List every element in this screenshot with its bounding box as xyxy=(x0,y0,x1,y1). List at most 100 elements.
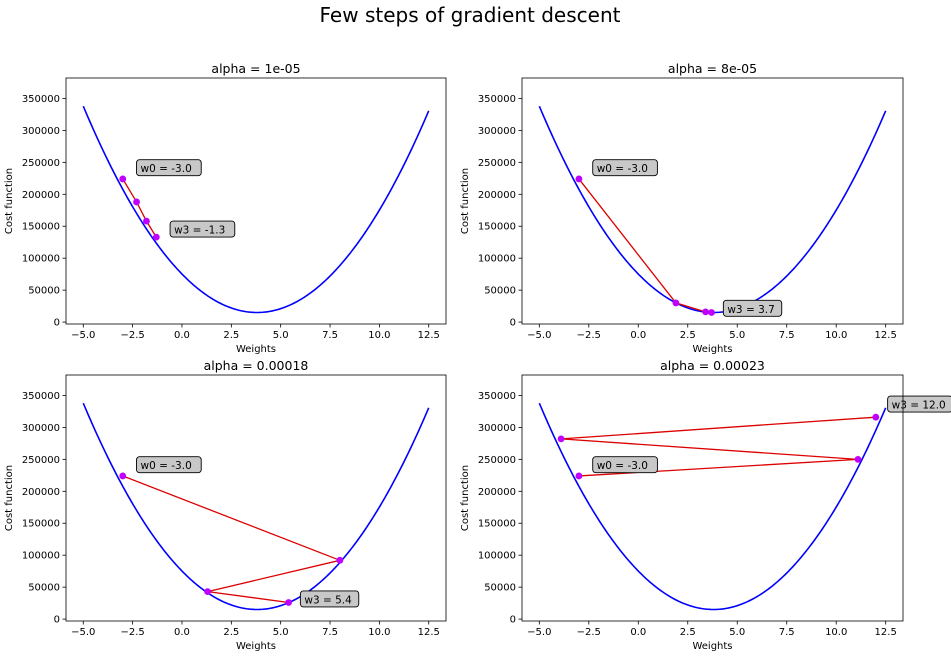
x-tick-label: 10.0 xyxy=(368,627,390,638)
x-tick-label: 12.5 xyxy=(875,627,897,638)
x-tick-label: 7.5 xyxy=(779,330,795,341)
x-tick-label: 0.0 xyxy=(174,627,190,638)
y-tick-label: 350000 xyxy=(22,94,60,105)
x-tick-label: 7.5 xyxy=(779,627,795,638)
x-axis-label: Weights xyxy=(236,344,276,355)
annotation-label: w0 = -3.0 xyxy=(597,163,648,175)
cost-curve-line xyxy=(82,105,430,314)
annotation-label: w0 = -3.0 xyxy=(141,460,192,472)
step-point-w3 xyxy=(872,413,880,421)
descent-path-line xyxy=(561,416,876,477)
y-tick-label: 100000 xyxy=(22,254,60,265)
x-tick-label: 7.5 xyxy=(322,627,338,638)
x-tick-label: 2.5 xyxy=(680,627,696,638)
descent-path-line xyxy=(122,475,343,604)
x-tick-label: 5.0 xyxy=(729,330,745,341)
annotation-box xyxy=(136,159,202,177)
y-tick-label: 200000 xyxy=(22,487,60,498)
step-point-w2 xyxy=(143,217,150,225)
y-tick-label: 250000 xyxy=(478,158,516,169)
x-tick-label: 2.5 xyxy=(223,627,239,638)
y-tick-label: 100000 xyxy=(22,551,60,562)
y-tick-label: 250000 xyxy=(22,158,60,169)
subplot-1: alpha = 1e-05 w0 = -3.0 w3 = -1.3 −5.0 −2.5 0… xyxy=(4,61,447,355)
y-tick-label: 0 xyxy=(510,615,516,626)
y-axis-label: Cost function xyxy=(460,168,471,234)
y-tick-label: 150000 xyxy=(478,222,516,233)
y-tick-label: 200000 xyxy=(478,190,516,201)
x-tick-label: 0.0 xyxy=(174,330,190,341)
x-tick-label: 5.0 xyxy=(729,627,745,638)
step-point-w0 xyxy=(119,175,127,183)
x-tick-label: 0.0 xyxy=(630,330,646,341)
y-tick-label: 50000 xyxy=(484,583,516,594)
subplot-2: alpha = 8e-05 w0 = -3.0 w3 = 3.7 −5.0 −2.5 0.… xyxy=(460,61,904,355)
step-point-w0 xyxy=(575,472,583,480)
x-tick-label: 12.5 xyxy=(418,627,440,638)
x-tick-label: −2.5 xyxy=(577,627,601,638)
y-tick-label: 350000 xyxy=(478,391,516,402)
x-tick-label: 10.0 xyxy=(825,330,847,341)
step-point-w2 xyxy=(702,308,709,316)
y-tick-label: 300000 xyxy=(22,126,60,137)
y-tick-label: 50000 xyxy=(28,286,60,297)
annotation-label: w0 = -3.0 xyxy=(597,460,648,472)
y-tick-label: 200000 xyxy=(22,190,60,201)
y-axis-label: Cost function xyxy=(4,168,15,234)
y-tick-label: 0 xyxy=(54,615,60,626)
x-tick-label: 10.0 xyxy=(368,330,390,341)
step-point-w3 xyxy=(152,233,160,241)
step-point-w0 xyxy=(119,472,127,480)
annotation-label: w3 = 12.0 xyxy=(892,400,946,412)
y-tick-label: 100000 xyxy=(478,254,516,265)
y-tick-label: 150000 xyxy=(478,519,516,530)
annotation-label: w0 = -3.0 xyxy=(141,163,192,175)
annotation-label: w3 = 5.4 xyxy=(304,594,352,606)
y-tick-label: 300000 xyxy=(478,423,516,434)
y-tick-label: 0 xyxy=(54,318,60,329)
x-tick-label: −5.0 xyxy=(71,627,95,638)
y-tick-label: 150000 xyxy=(22,519,60,530)
y-tick-label: 250000 xyxy=(478,455,516,466)
step-point-w1 xyxy=(854,455,862,463)
annotation-box xyxy=(722,299,783,317)
y-tick-label: 250000 xyxy=(22,455,60,466)
annotation-box xyxy=(592,456,658,474)
annotation-box xyxy=(136,456,202,474)
y-tick-label: 50000 xyxy=(28,583,60,594)
y-axis-label: Cost function xyxy=(460,465,471,531)
y-tick-label: 100000 xyxy=(478,551,516,562)
y-tick-label: 200000 xyxy=(478,487,516,498)
x-tick-label: 0.0 xyxy=(630,627,646,638)
subplot-title: alpha = 0.00023 xyxy=(660,358,765,373)
axes-frame xyxy=(65,77,447,325)
cost-curve-line xyxy=(538,105,887,314)
x-tick-label: 2.5 xyxy=(680,330,696,341)
x-tick-label: −2.5 xyxy=(120,627,144,638)
annotation-box xyxy=(592,159,658,177)
axes-frame xyxy=(521,77,904,325)
annotation-box xyxy=(887,395,951,413)
y-tick-label: 0 xyxy=(510,318,516,329)
annotation-label: w3 = -1.3 xyxy=(174,225,225,237)
x-tick-label: −2.5 xyxy=(120,330,144,341)
step-point-w2 xyxy=(204,588,212,596)
subplot-3: alpha = 0.00018 w0 = -3.0 w3 = 5.4 −5.0 −2.5… xyxy=(4,358,447,652)
subplot-title: alpha = 1e-05 xyxy=(211,61,300,76)
x-tick-label: 5.0 xyxy=(273,627,289,638)
step-point-w2 xyxy=(557,435,565,443)
subplot-4: alpha = 0.00023 w0 = -3.0 w3 = 12.0 −5.0 −2.… xyxy=(460,358,951,652)
step-point-w0 xyxy=(575,175,583,183)
x-tick-label: 5.0 xyxy=(273,330,289,341)
x-axis-label: Weights xyxy=(236,641,276,652)
y-tick-label: 50000 xyxy=(484,286,516,297)
cost-curve-line xyxy=(538,402,887,611)
step-point-w3 xyxy=(708,309,715,316)
subplot-title: alpha = 8e-05 xyxy=(668,61,757,76)
x-tick-label: −5.0 xyxy=(527,330,551,341)
x-tick-label: 12.5 xyxy=(418,330,440,341)
y-tick-label: 300000 xyxy=(478,126,516,137)
x-axis-label: Weights xyxy=(692,344,732,355)
axes-frame xyxy=(65,374,447,622)
